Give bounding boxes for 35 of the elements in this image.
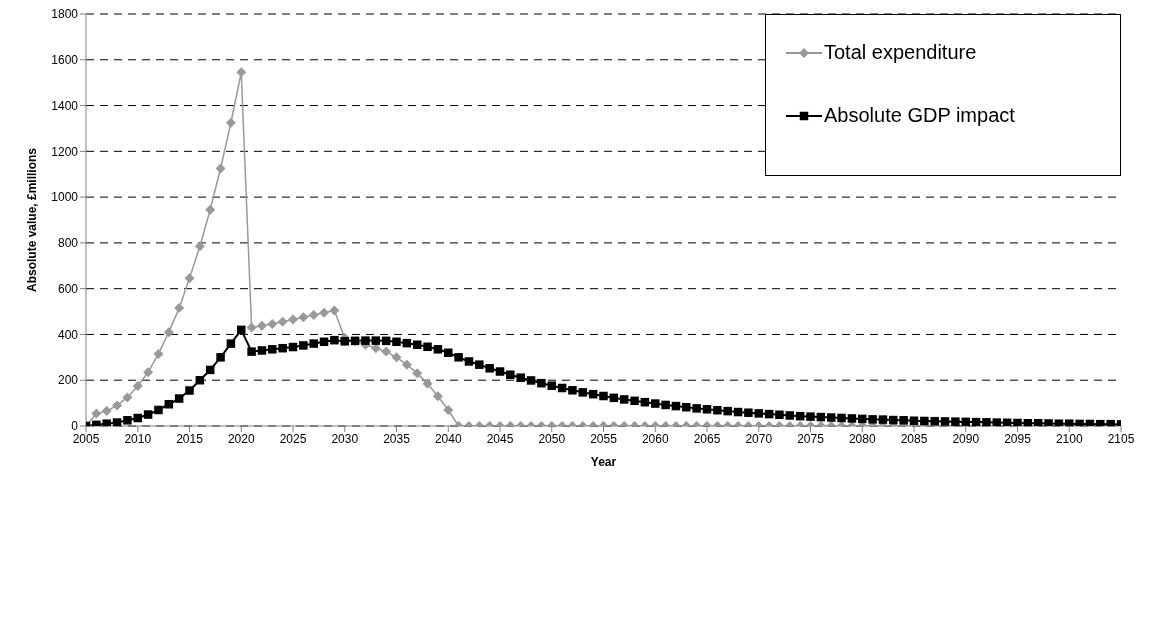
y-tick-label: 1800 <box>51 7 79 22</box>
x-tick-label: 2015 <box>176 431 204 446</box>
y-tick-label: 1200 <box>51 144 79 159</box>
x-tick-label: 2065 <box>693 431 721 446</box>
legend-label: Total expenditure <box>824 41 977 64</box>
y-tick-label: 1400 <box>51 98 79 113</box>
y-tick-label: 200 <box>57 373 79 388</box>
x-tick-label: 2100 <box>1055 431 1083 446</box>
x-tick-label: 2010 <box>124 431 152 446</box>
x-tick-label: 2105 <box>1107 431 1135 446</box>
x-tick-label: 2095 <box>1004 431 1032 446</box>
x-tick-label: 2075 <box>797 431 825 446</box>
y-tick-label: 1000 <box>51 190 79 205</box>
x-tick-label: 2055 <box>590 431 618 446</box>
y-tick-label: 400 <box>57 327 79 342</box>
x-tick-label: 2070 <box>745 431 773 446</box>
y-axis-title: Absolute value, £millions <box>25 147 40 293</box>
x-tick-label: 2035 <box>383 431 411 446</box>
legend-label: Absolute GDP impact <box>824 104 1015 127</box>
y-tick-label: 0 <box>71 419 79 434</box>
x-tick-label: 2020 <box>227 431 255 446</box>
x-tick-label: 2080 <box>848 431 876 446</box>
x-tick-label: 2025 <box>279 431 307 446</box>
x-tick-label: 2045 <box>486 431 514 446</box>
x-tick-label: 2030 <box>331 431 359 446</box>
x-axis-title: Year <box>590 455 617 469</box>
x-tick-label: 2050 <box>538 431 566 446</box>
x-tick-label: 2040 <box>434 431 462 446</box>
y-tick-label: 600 <box>57 281 79 296</box>
y-tick-label: 1600 <box>51 53 79 68</box>
y-tick-label: 800 <box>57 236 79 251</box>
x-tick-label: 2060 <box>641 431 669 446</box>
x-tick-label: 2005 <box>72 431 100 446</box>
x-tick-label: 2085 <box>900 431 928 446</box>
x-tick-label: 2090 <box>952 431 980 446</box>
